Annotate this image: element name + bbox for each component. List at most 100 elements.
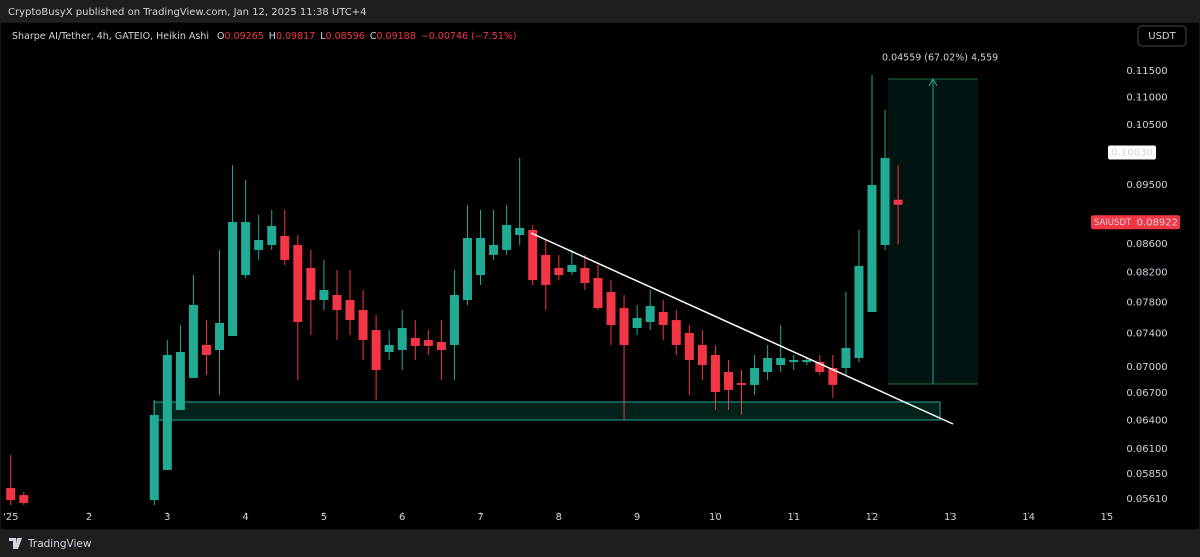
candle-body bbox=[6, 488, 16, 501]
y-tick-label: 0.08200 bbox=[1126, 268, 1167, 279]
x-tick-label: 8 bbox=[556, 512, 562, 523]
candle-body bbox=[228, 221, 238, 336]
candle-body bbox=[345, 299, 355, 321]
candle-body bbox=[815, 362, 825, 372]
candle-body bbox=[267, 226, 277, 245]
candle-body bbox=[175, 351, 185, 411]
support-zone bbox=[153, 401, 941, 421]
candle-body bbox=[723, 371, 733, 390]
symbol-legend: Sharpe AI/Tether, 4h, GATEIO, Heikin Ash… bbox=[12, 31, 517, 42]
candle-body bbox=[423, 339, 433, 346]
x-tick-label: 12 bbox=[866, 512, 879, 523]
candle-body bbox=[697, 344, 707, 365]
symbol: Sharpe AI/Tether, 4h, GATEIO, Heikin Ash… bbox=[12, 31, 209, 42]
y-tick-label: 0.05850 bbox=[1126, 469, 1167, 480]
currency-label[interactable]: USDT bbox=[1148, 31, 1176, 42]
footer-logo bbox=[9, 538, 22, 549]
candle-body bbox=[567, 264, 577, 272]
candle-body bbox=[750, 367, 760, 385]
y-tick-label: 0.05610 bbox=[1126, 494, 1167, 505]
candle-body bbox=[737, 382, 747, 385]
candle-body bbox=[802, 359, 812, 363]
footer-bar bbox=[0, 530, 1200, 557]
candle-body bbox=[358, 309, 368, 340]
candle-body bbox=[502, 225, 512, 250]
candle-body bbox=[645, 306, 655, 323]
candle-body bbox=[867, 184, 877, 312]
currency-button[interactable] bbox=[1137, 25, 1187, 47]
candle-body bbox=[893, 199, 903, 205]
candle-body bbox=[554, 267, 564, 276]
price-marker-label: 0.10030 bbox=[1111, 147, 1152, 158]
candle-body bbox=[854, 265, 864, 358]
candle-body bbox=[619, 308, 629, 345]
ohlc-key: C bbox=[370, 31, 377, 42]
candle-body bbox=[828, 367, 838, 385]
y-tick-label: 0.06700 bbox=[1126, 388, 1167, 399]
ohlc-key: H bbox=[269, 31, 276, 42]
candle-body bbox=[293, 244, 303, 323]
candle-body bbox=[841, 347, 851, 368]
candle-body bbox=[319, 290, 329, 300]
x-tick-label: 2 bbox=[86, 512, 92, 523]
price-marker-name: SAIUSDT bbox=[1094, 218, 1132, 228]
y-tick-label: 0.07400 bbox=[1126, 329, 1167, 340]
candle-body bbox=[410, 338, 420, 346]
x-tick-label: '25 bbox=[3, 512, 18, 523]
candle-body bbox=[19, 495, 29, 503]
trend-line bbox=[530, 232, 954, 425]
y-tick-label: 0.07800 bbox=[1126, 297, 1167, 308]
candle-body bbox=[606, 291, 616, 326]
candle-body bbox=[201, 344, 211, 355]
candle-body bbox=[188, 304, 198, 378]
y-tick-label: 0.07000 bbox=[1126, 362, 1167, 373]
axes: 0.11500 0.11000 0.10500 0.09500 0.08600 0.082… bbox=[3, 66, 1180, 523]
candle-body bbox=[397, 327, 407, 350]
x-tick-label: 4 bbox=[242, 512, 248, 523]
candle-body bbox=[476, 238, 486, 276]
footer-brand: TradingView bbox=[27, 538, 92, 550]
ohlc-key: L bbox=[320, 31, 326, 42]
ohlc-key: O bbox=[217, 31, 224, 42]
ohlc-value: 0.09188 bbox=[376, 31, 415, 42]
candles bbox=[6, 74, 903, 505]
candle-body bbox=[671, 320, 681, 345]
candle-body bbox=[763, 357, 773, 372]
x-tick-label: 15 bbox=[1101, 512, 1114, 523]
candle-body bbox=[658, 311, 668, 326]
price-marker bbox=[1108, 145, 1156, 160]
candle-body bbox=[710, 354, 720, 392]
candle-body bbox=[593, 278, 603, 309]
ohlc-value: 0.08596 bbox=[326, 31, 365, 42]
y-tick-label: 0.09500 bbox=[1126, 180, 1167, 191]
x-tick-label: 11 bbox=[787, 512, 800, 523]
candle-body bbox=[515, 227, 525, 236]
x-tick-label: 10 bbox=[709, 512, 722, 523]
candle-body bbox=[632, 317, 642, 328]
candle-body bbox=[449, 294, 459, 345]
y-tick-label: 0.08600 bbox=[1126, 239, 1167, 250]
candle-body bbox=[541, 254, 551, 285]
change-value: −0.00746 (−7.51%) bbox=[421, 31, 517, 42]
y-tick-label: 0.11500 bbox=[1126, 66, 1167, 77]
candle-body bbox=[254, 240, 264, 250]
y-tick-label: 0.06100 bbox=[1126, 444, 1167, 455]
x-tick-label: 13 bbox=[944, 512, 957, 523]
price-marker-label: 0.08922 bbox=[1137, 217, 1178, 228]
y-tick-label: 0.11000 bbox=[1126, 92, 1167, 103]
candle-body bbox=[306, 267, 316, 300]
candle-body bbox=[462, 238, 472, 300]
measure-label: 0.04559 (67.02%) 4,559 bbox=[882, 53, 998, 64]
candle-body bbox=[332, 294, 342, 310]
candle-body bbox=[789, 359, 799, 363]
candle-body bbox=[489, 244, 499, 255]
candle-body bbox=[384, 344, 394, 352]
candle-body bbox=[580, 267, 590, 283]
candle-body bbox=[280, 235, 290, 260]
x-tick-label: 9 bbox=[634, 512, 640, 523]
candle-body bbox=[371, 330, 381, 371]
x-tick-label: 3 bbox=[164, 512, 170, 523]
candle-body bbox=[684, 333, 694, 360]
